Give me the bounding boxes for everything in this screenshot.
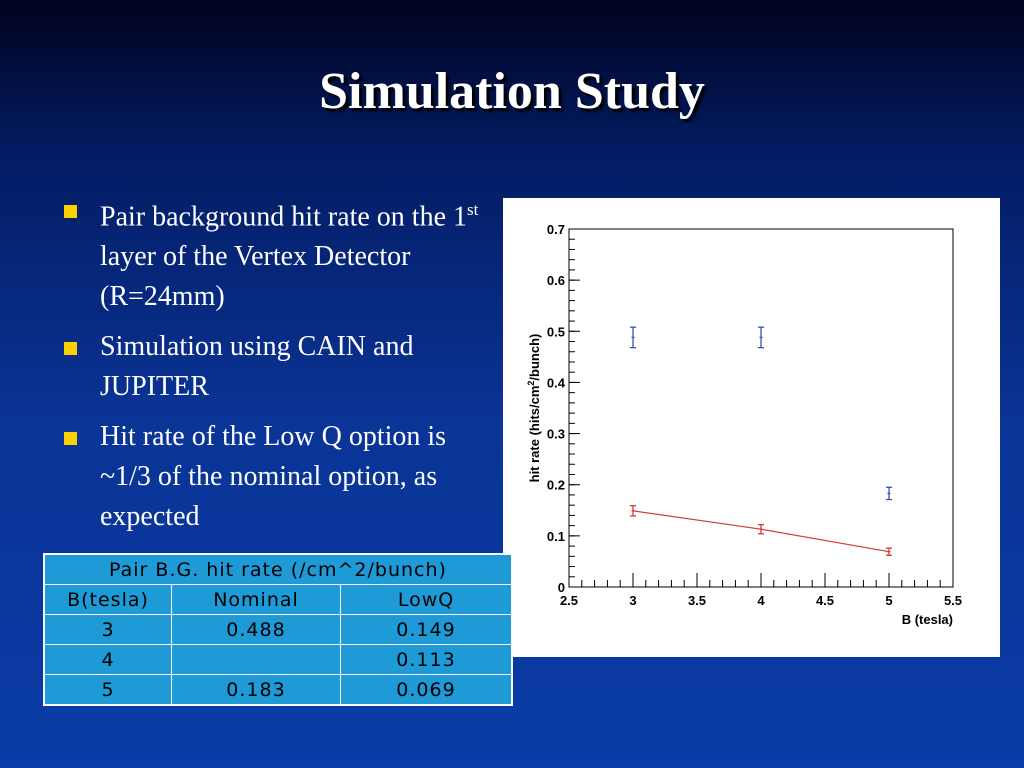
header-cell: Nominal	[171, 584, 341, 615]
data-point	[886, 486, 892, 501]
y-tick-label: 0.7	[547, 222, 565, 237]
hit-rate-chart: 2.5 3 3.5 4 4.5 5 5.5 0 0.1 0.2 0.3 0.4 0.5 0.6 0.7 hi…	[526, 222, 962, 627]
table-cell	[171, 644, 341, 675]
square-bullet-icon	[64, 432, 77, 446]
bullet-item: Simulation using CAIN and JUPITER	[62, 327, 492, 407]
data-point	[758, 326, 764, 349]
table-row: 5 0.183 0.069	[43, 674, 513, 706]
bullet-item: Pair background hit rate on the 1st laye…	[62, 190, 492, 317]
square-bullet-icon	[64, 342, 77, 356]
table-row: 3 0.488 0.149	[43, 614, 513, 645]
table-header-row: B(tesla) Nominal LowQ	[43, 584, 513, 615]
bullet-list: Pair background hit rate on the 1st laye…	[62, 190, 492, 547]
y-tick-label: 0.6	[547, 273, 565, 288]
table-caption-row: Pair B.G. hit rate (/cm^2/bunch)	[43, 553, 513, 585]
table-cell: 5	[43, 674, 172, 706]
hit-rate-table: Pair B.G. hit rate (/cm^2/bunch) B(tesla…	[43, 553, 513, 706]
data-point	[630, 326, 636, 349]
y-tick-label: 0.5	[547, 324, 565, 339]
x-tick-label: 5	[885, 593, 892, 608]
table-caption: Pair B.G. hit rate (/cm^2/bunch)	[43, 553, 513, 585]
table-cell: 0.149	[340, 614, 513, 645]
table-cell: 0.113	[340, 644, 513, 675]
header-cell: B(tesla)	[43, 584, 172, 615]
x-tick-label: 4	[757, 593, 765, 608]
x-axis-label: B (tesla)	[902, 612, 953, 627]
x-tick-label: 3.5	[688, 593, 706, 608]
x-tick-label: 4.5	[816, 593, 834, 608]
data-point	[630, 505, 636, 517]
table-cell: 3	[43, 614, 172, 645]
y-tick-label: 0.3	[547, 427, 565, 442]
bullet-text-cont: layer of the Vertex Detector (R=24mm)	[100, 241, 411, 313]
table-cell: 0.183	[171, 674, 341, 706]
bullet-text: Pair background hit rate on the 1	[100, 201, 468, 233]
table-cell: 4	[43, 644, 172, 675]
axes: 2.5 3 3.5 4 4.5 5 5.5 0 0.1 0.2 0.3 0.4 0.5 0.6 0.7	[547, 222, 962, 608]
data-point	[758, 523, 764, 535]
x-tick-label: 3	[629, 593, 636, 608]
bullet-item: Hit rate of the Low Q option is ~1/3 of …	[62, 417, 492, 537]
y-tick-label: 0.4	[547, 375, 566, 390]
bullet-text: Hit rate of the Low Q option is ~1/3 of …	[100, 421, 447, 533]
data-marks	[630, 326, 892, 556]
y-axis-label: hit rate (hits/cm2/bunch)	[526, 334, 542, 483]
y-tick-label: 0	[558, 580, 565, 595]
table-row: 4 0.113	[43, 644, 513, 675]
header-cell: LowQ	[340, 584, 513, 615]
y-tick-label: 0.1	[547, 529, 565, 544]
x-tick-label: 2.5	[560, 593, 578, 608]
data-point	[886, 547, 892, 556]
bullet-superscript: st	[467, 200, 479, 219]
table-cell: 0.069	[340, 674, 513, 706]
bullet-text: Simulation using CAIN and JUPITER	[100, 331, 414, 403]
square-bullet-icon	[64, 205, 77, 218]
slide-title: Simulation Study	[319, 63, 705, 120]
hit-rate-plot: 2.5 3 3.5 4 4.5 5 5.5 0 0.1 0.2 0.3 0.4 0.5 0.6 0.7 hi…	[503, 198, 1000, 657]
x-tick-label: 5.5	[944, 593, 962, 608]
y-tick-label: 0.2	[547, 478, 565, 493]
table-cell: 0.488	[171, 614, 341, 645]
